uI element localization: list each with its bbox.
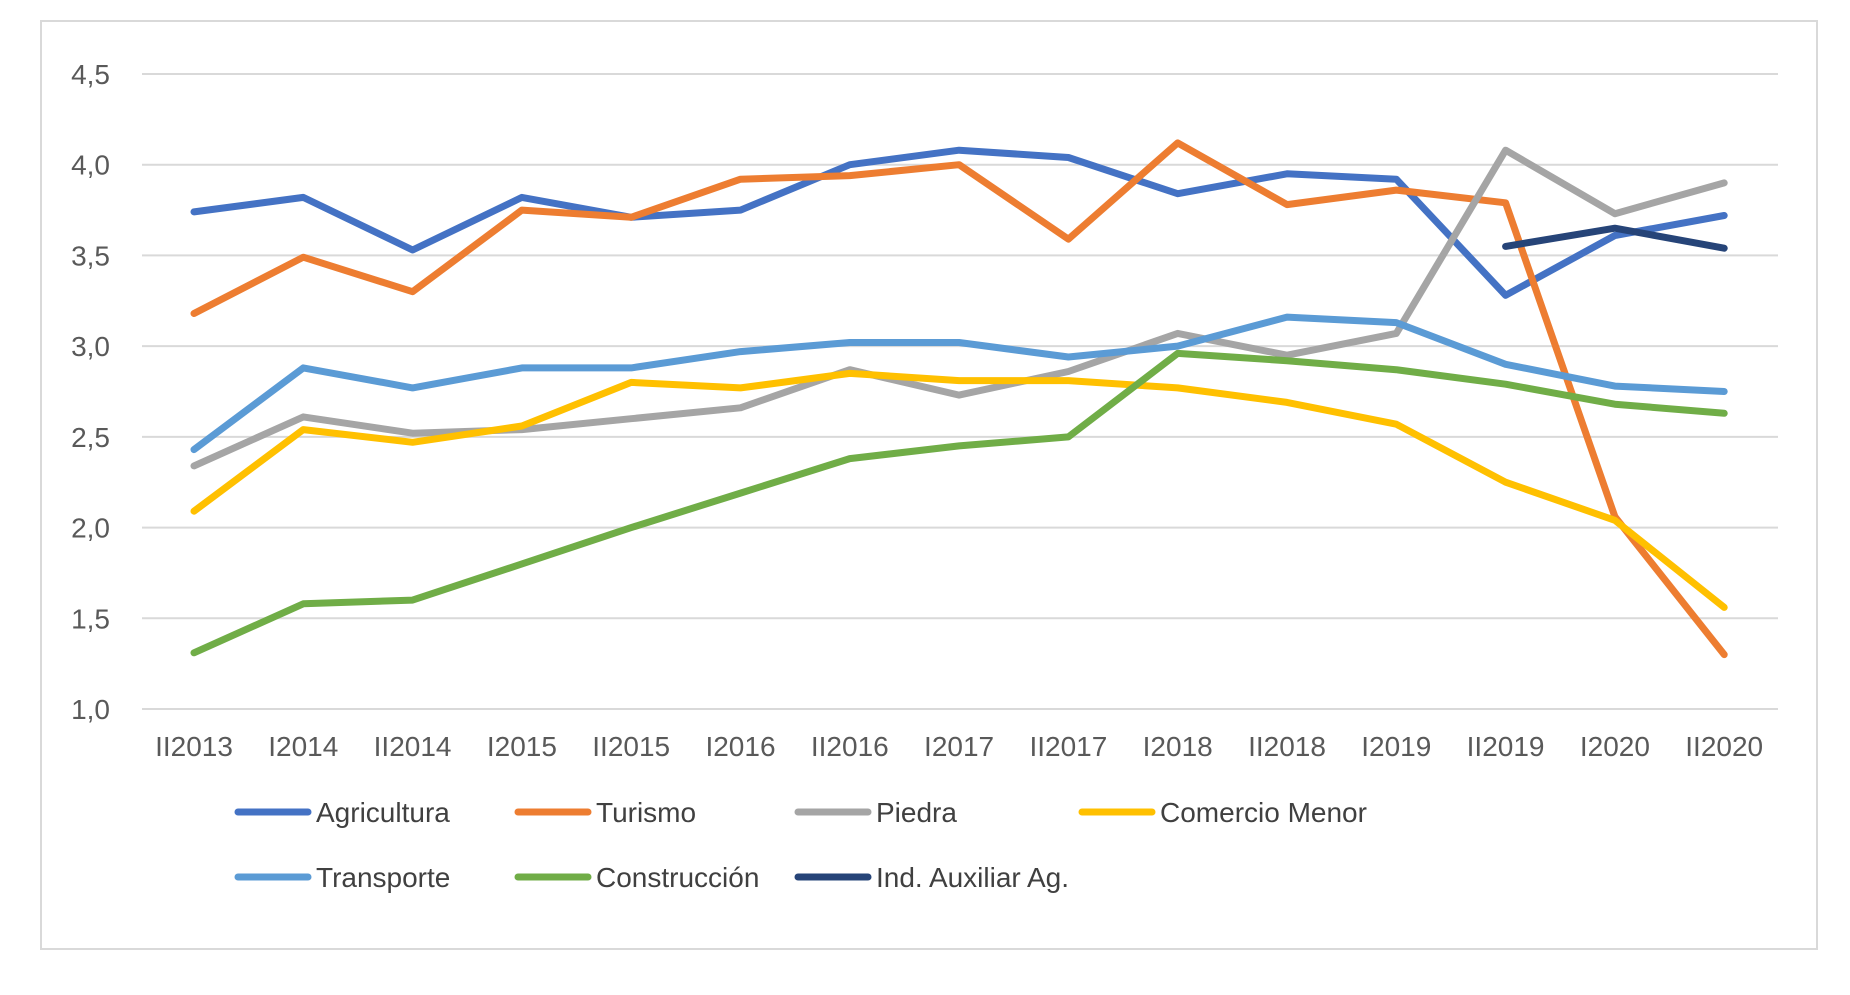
series-line-ind-auxiliar-ag (1502, 224, 1728, 252)
y-tick-label: 1,5 (71, 603, 110, 634)
legend-item: Comercio Menor (1078, 797, 1367, 828)
x-tick-label: II2020 (1685, 731, 1763, 762)
y-tick-label: 3,0 (71, 331, 110, 362)
series-line-piedra (190, 146, 1728, 470)
x-tick-label: I2020 (1580, 731, 1650, 762)
x-tick-label: I2014 (268, 731, 338, 762)
series-line-agricultura (190, 146, 1728, 299)
x-tick-label: I2016 (705, 731, 775, 762)
x-tick-label: II2015 (592, 731, 670, 762)
series-line-transporte (190, 313, 1728, 454)
legend-label: Comercio Menor (1160, 797, 1367, 828)
legend-item: Piedra (794, 797, 957, 828)
legend-label: Agricultura (316, 797, 450, 828)
x-tick-label: II2018 (1248, 731, 1326, 762)
x-tick-label: I2017 (924, 731, 994, 762)
legend-label: Piedra (876, 797, 957, 828)
legend-label: Ind. Auxiliar Ag. (876, 862, 1069, 893)
legend: Agricultura Turismo Piedra Comercio Menor Tr… (234, 797, 1367, 893)
series-line-comercio-menor (190, 369, 1728, 611)
x-tick-label: I2018 (1143, 731, 1213, 762)
y-tick-label: 4,0 (71, 150, 110, 181)
line-chart: 1,01,52,02,53,03,54,04,5 II2013 I2014 II20… (71, 59, 1778, 893)
legend-item: Agricultura (234, 797, 450, 828)
y-axis-ticks: 1,0 1,5 2,0 2,5 3,0 3,5 4,0 4,5 (71, 59, 110, 725)
series-line-construcci-n (190, 349, 1728, 657)
legend-label: Turismo (596, 797, 696, 828)
x-tick-label: II2019 (1467, 731, 1545, 762)
x-tick-label: II2014 (374, 731, 452, 762)
y-tick-label: 1,0 (71, 694, 110, 725)
x-tick-label: II2016 (811, 731, 889, 762)
legend-item: Transporte (234, 862, 450, 893)
y-tick-label: 3,5 (71, 240, 110, 271)
series-lines (190, 139, 1728, 659)
y-tick-label: 2,0 (71, 513, 110, 544)
x-tick-label: II2017 (1029, 731, 1107, 762)
y-tick-label: 4,5 (71, 59, 110, 90)
legend-label: Construcción (596, 862, 759, 893)
legend-item: Turismo (514, 797, 696, 828)
legend-label: Transporte (316, 862, 450, 893)
chart-frame: 1,0 1,5 2,0 2,5 3,0 3,5 4,0 4,5 II2013 I2014 II20… (40, 20, 1818, 950)
series-line-turismo (190, 139, 1728, 659)
x-axis-ticks: II2013 I2014 II2014 I2015 II2015 I2016 II2016 I… (155, 731, 1763, 762)
x-tick-label: I2019 (1361, 731, 1431, 762)
legend-item: Construcción (514, 862, 759, 893)
x-tick-label: II2013 (155, 731, 233, 762)
x-tick-label: I2015 (487, 731, 557, 762)
y-tick-label: 2,5 (71, 422, 110, 453)
legend-item: Ind. Auxiliar Ag. (794, 862, 1069, 893)
